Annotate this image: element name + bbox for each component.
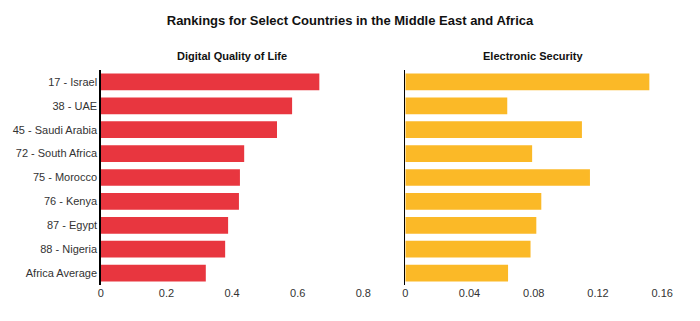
svg-text:Africa Average: Africa Average [26,267,97,279]
svg-text:75 - Morocco: 75 - Morocco [33,171,97,183]
svg-text:88 - Nigeria: 88 - Nigeria [40,243,98,255]
svg-text:0.08: 0.08 [523,287,544,299]
svg-text:0.04: 0.04 [459,287,480,299]
svg-text:Digital Quality of Life: Digital Quality of Life [177,50,287,62]
svg-text:0.2: 0.2 [159,287,174,299]
svg-text:38 - UAE: 38 - UAE [52,100,97,112]
svg-text:0: 0 [402,287,408,299]
svg-text:87 - Egypt: 87 - Egypt [47,219,97,231]
svg-text:0.16: 0.16 [651,287,672,299]
svg-text:76 - Kenya: 76 - Kenya [44,195,98,207]
svg-text:0.12: 0.12 [587,287,608,299]
svg-text:72 - South Africa: 72 - South Africa [16,147,98,159]
svg-text:Electronic Security: Electronic Security [483,50,584,62]
svg-text:0.8: 0.8 [356,287,371,299]
svg-text:0.6: 0.6 [290,287,305,299]
svg-text:Rankings for Select Countries: Rankings for Select Countries in the Mid… [167,13,534,28]
svg-text:45 - Saudi Arabia: 45 - Saudi Arabia [13,124,98,136]
svg-text:0: 0 [98,287,104,299]
svg-text:17 - Israel: 17 - Israel [48,76,97,88]
svg-text:0.4: 0.4 [224,287,239,299]
